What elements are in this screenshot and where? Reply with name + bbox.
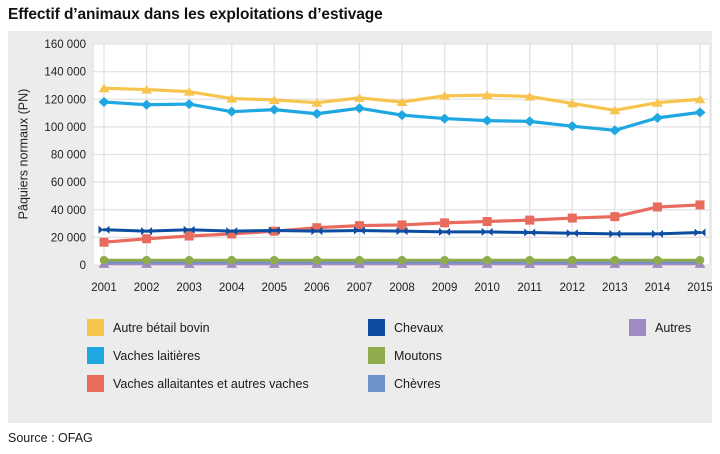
x-tick-label: 2015 [687, 282, 712, 294]
y-tick-label: 100 000 [44, 122, 86, 134]
x-tick-label: 2002 [134, 282, 160, 294]
chart-panel: Pâquiers normaux (PN) 160 000 140 000 120 … [8, 31, 713, 423]
legend-column-1: Autre bétail bovin Vaches laitières Vaches… [87, 319, 309, 403]
legend-swatch-icon [368, 319, 385, 336]
x-tick-label: 2003 [176, 282, 202, 294]
source-text: Source : OFAG [8, 431, 93, 445]
legend-label: Vaches laitières [113, 348, 201, 363]
x-tick-label: 2012 [559, 282, 585, 294]
x-tick-label: 2006 [304, 282, 330, 294]
x-tick-label: 2013 [602, 282, 628, 294]
x-tick-labels: 2001 2002 2003 2004 2005 2006 2007 2008 2009 2010… [91, 282, 713, 294]
x-tick-label: 2004 [219, 282, 245, 294]
x-tick-label: 2008 [389, 282, 415, 294]
y-tick-labels: 160 000 140 000 120 000 100 000 80 000 60 000… [44, 39, 86, 272]
gridlines [92, 43, 711, 266]
legend-label: Vaches allaitantes et autres vaches [113, 376, 309, 391]
y-tick-label: 40 000 [51, 205, 86, 217]
series-chevaux [98, 225, 706, 238]
x-tick-label: 2014 [645, 282, 671, 294]
y-tick-label: 60 000 [51, 177, 86, 189]
series-vaches-allaitantes-et-autres-vaches [99, 200, 705, 247]
series-vaches-laitieres [98, 97, 706, 136]
x-tick-label: 2011 [517, 282, 542, 294]
legend-item-chevres: Chèvres [368, 375, 443, 392]
x-tick-label: 2010 [474, 282, 500, 294]
legend-item-moutons: Moutons [368, 347, 443, 364]
x-tick-label: 2007 [347, 282, 373, 294]
x-tick-label: 2001 [91, 282, 117, 294]
legend-swatch-icon [368, 347, 385, 364]
legend-swatch-icon [87, 347, 104, 364]
line-chart: 160 000 140 000 120 000 100 000 80 000 60 000… [44, 39, 713, 294]
legend-swatch-icon [368, 375, 385, 392]
series-autre-betail-bovin [98, 83, 706, 115]
y-axis-title: Pâquiers normaux (PN) [16, 88, 31, 220]
legend-label: Autre bétail bovin [113, 320, 210, 335]
legend-item-autre-betail-bovin: Autre bétail bovin [87, 319, 309, 336]
x-tick-label: 2009 [432, 282, 458, 294]
legend-column-3: Autres [629, 319, 691, 347]
page-title: Effectif d’animaux dans les exploitation… [8, 6, 383, 23]
y-tick-label: 20 000 [51, 232, 86, 244]
legend-column-2: Chevaux Moutons Chèvres [368, 319, 443, 403]
legend-label: Chevaux [394, 320, 444, 335]
legend-item-vaches-laitieres: Vaches laitières [87, 347, 309, 364]
legend-item-chevaux: Chevaux [368, 319, 443, 336]
legend-swatch-icon [87, 319, 104, 336]
legend-item-autres: Autres [629, 319, 691, 336]
y-tick-label: 80 000 [51, 150, 86, 162]
legend-label: Moutons [394, 348, 442, 363]
legend-swatch-icon [629, 319, 646, 336]
y-tick-label: 0 [80, 260, 86, 272]
legend-swatch-icon [87, 375, 104, 392]
legend-label: Chèvres [394, 376, 441, 391]
y-tick-label: 160 000 [44, 39, 86, 51]
y-tick-label: 120 000 [44, 94, 86, 106]
legend-item-vaches-allaitantes-et-autres-vaches: Vaches allaitantes et autres vaches [87, 375, 309, 392]
series-moutons [99, 255, 705, 265]
y-tick-label: 140 000 [44, 67, 86, 79]
legend-label: Autres [655, 320, 692, 335]
x-tick-label: 2005 [261, 282, 287, 294]
